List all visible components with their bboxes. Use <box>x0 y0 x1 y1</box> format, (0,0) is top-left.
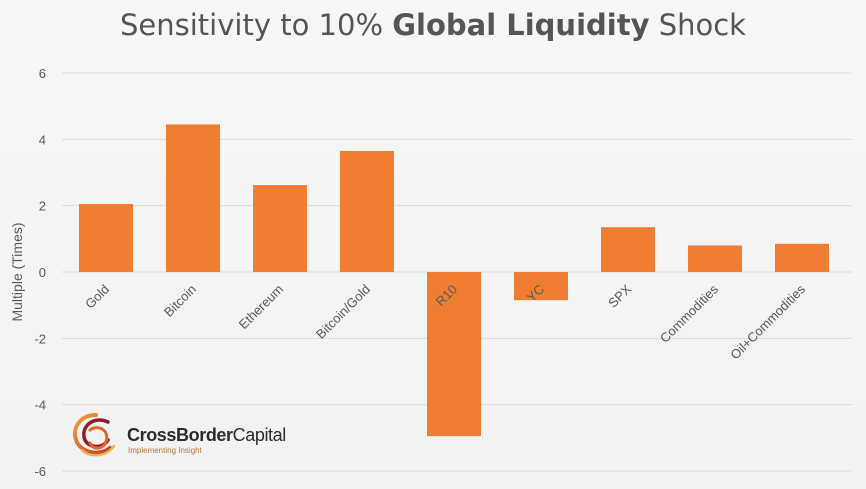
title-part-3: Shock <box>649 8 746 42</box>
y-tick-label: -4 <box>34 398 46 413</box>
bar-gold <box>79 204 133 272</box>
logo-name-bold: CrossBorder <box>127 425 233 445</box>
y-tick-label: -2 <box>34 331 46 346</box>
bar-yc <box>514 272 568 301</box>
y-axis: 6 4 2 0 -2 -4 -6 <box>34 66 46 479</box>
y-tick-label: -6 <box>34 464 46 479</box>
y-axis-label: Multiple (Times) <box>9 222 25 321</box>
logo-name-regular: Capital <box>232 425 287 445</box>
bars <box>79 124 829 437</box>
category-label: Gold <box>82 282 112 312</box>
title-part-1: Sensitivity to 10% <box>120 8 393 42</box>
title-part-2: Global Liquidity <box>392 8 650 42</box>
category-label: Bitcoin/Gold <box>313 282 373 342</box>
y-tick-label: 4 <box>39 132 46 147</box>
swirl-logo-icon <box>73 413 116 457</box>
crossborder-logo: CrossBorderCapital Implementing Insight <box>68 410 308 462</box>
category-label: Bitcoin <box>161 282 199 320</box>
bar-commodities <box>688 245 742 272</box>
category-label: Ethereum <box>236 282 286 332</box>
bar-r10 <box>427 272 481 437</box>
category-label: Oil+Commodities <box>727 281 808 362</box>
y-tick-label: 6 <box>39 66 46 81</box>
bar-spx <box>601 227 655 272</box>
bar-oil-commodities <box>775 243 829 272</box>
y-tick-label: 2 <box>39 199 46 214</box>
bar-ethereum <box>253 185 307 272</box>
y-tick-label: 0 <box>39 265 46 280</box>
logo-wordmark: CrossBorderCapital <box>127 425 286 446</box>
bar-bitcoin <box>166 124 220 273</box>
bar-bitcoin-gold <box>340 150 394 272</box>
logo-tagline: Implementing Insight <box>128 446 202 455</box>
category-label: Commodities <box>657 281 722 346</box>
chart-title: Sensitivity to 10% Global Liquidity Shoc… <box>0 8 866 42</box>
category-label: SPX <box>605 281 634 310</box>
